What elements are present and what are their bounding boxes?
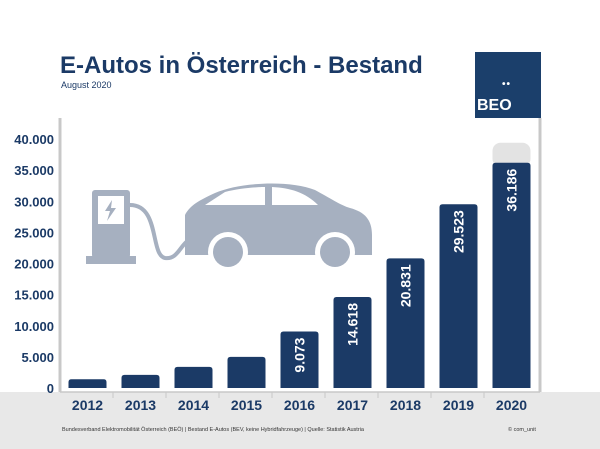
y-tick-label: 30.000 [14, 194, 54, 209]
data-label: 20.831 [398, 264, 414, 307]
data-label: 29.523 [451, 210, 467, 253]
y-tick-label: 25.000 [14, 225, 54, 240]
x-tick-label: 2020 [496, 397, 527, 413]
y-tick-label: 15.000 [14, 288, 54, 303]
y-tick-label: 35.000 [14, 163, 54, 178]
x-tick-label: 2013 [125, 397, 156, 413]
charging-station-icon [86, 190, 196, 264]
y-tick-label: 10.000 [14, 319, 54, 334]
bar-2013 [121, 374, 160, 388]
x-tick-label: 2015 [231, 397, 262, 413]
footer-source: Bundesverband Elektromobilität Österreic… [62, 427, 364, 433]
bar-cap-highlight [492, 142, 531, 167]
y-tick-label: 20.000 [14, 257, 54, 272]
logo-dots: •• [502, 79, 512, 90]
x-tick-label: 2012 [72, 397, 103, 413]
bar-2014 [174, 366, 213, 388]
bar-2016 [280, 331, 319, 388]
logo-text: BEO [477, 97, 512, 114]
x-tick-label: 2018 [390, 397, 421, 413]
x-tick-label: 2019 [443, 397, 474, 413]
bar-2012 [68, 379, 107, 388]
y-tick-label: 40.000 [14, 132, 54, 147]
y-tick-label: 0 [47, 381, 54, 396]
page-subtitle: August 2020 [61, 80, 112, 90]
footer-copyright: © com_unit [508, 427, 536, 433]
tree-icon [544, 326, 590, 392]
bar-2015 [227, 356, 266, 388]
bar-2020 [492, 162, 531, 388]
data-label: 14.618 [345, 303, 361, 346]
bottom-background [0, 392, 600, 449]
page-title: E-Autos in Österreich - Bestand [60, 52, 423, 79]
y-tick-label: 5.000 [21, 350, 54, 365]
x-tick-label: 2014 [178, 397, 209, 413]
x-tick-label: 2016 [284, 397, 315, 413]
beo-logo: •• BEO [475, 52, 541, 118]
bar-2018 [386, 258, 425, 388]
data-label: 36.186 [504, 169, 520, 212]
data-label: 9.073 [292, 337, 308, 372]
x-tick-label: 2017 [337, 397, 368, 413]
bar-2017 [333, 297, 372, 388]
car-icon [185, 183, 372, 272]
bar-2019 [439, 204, 478, 388]
